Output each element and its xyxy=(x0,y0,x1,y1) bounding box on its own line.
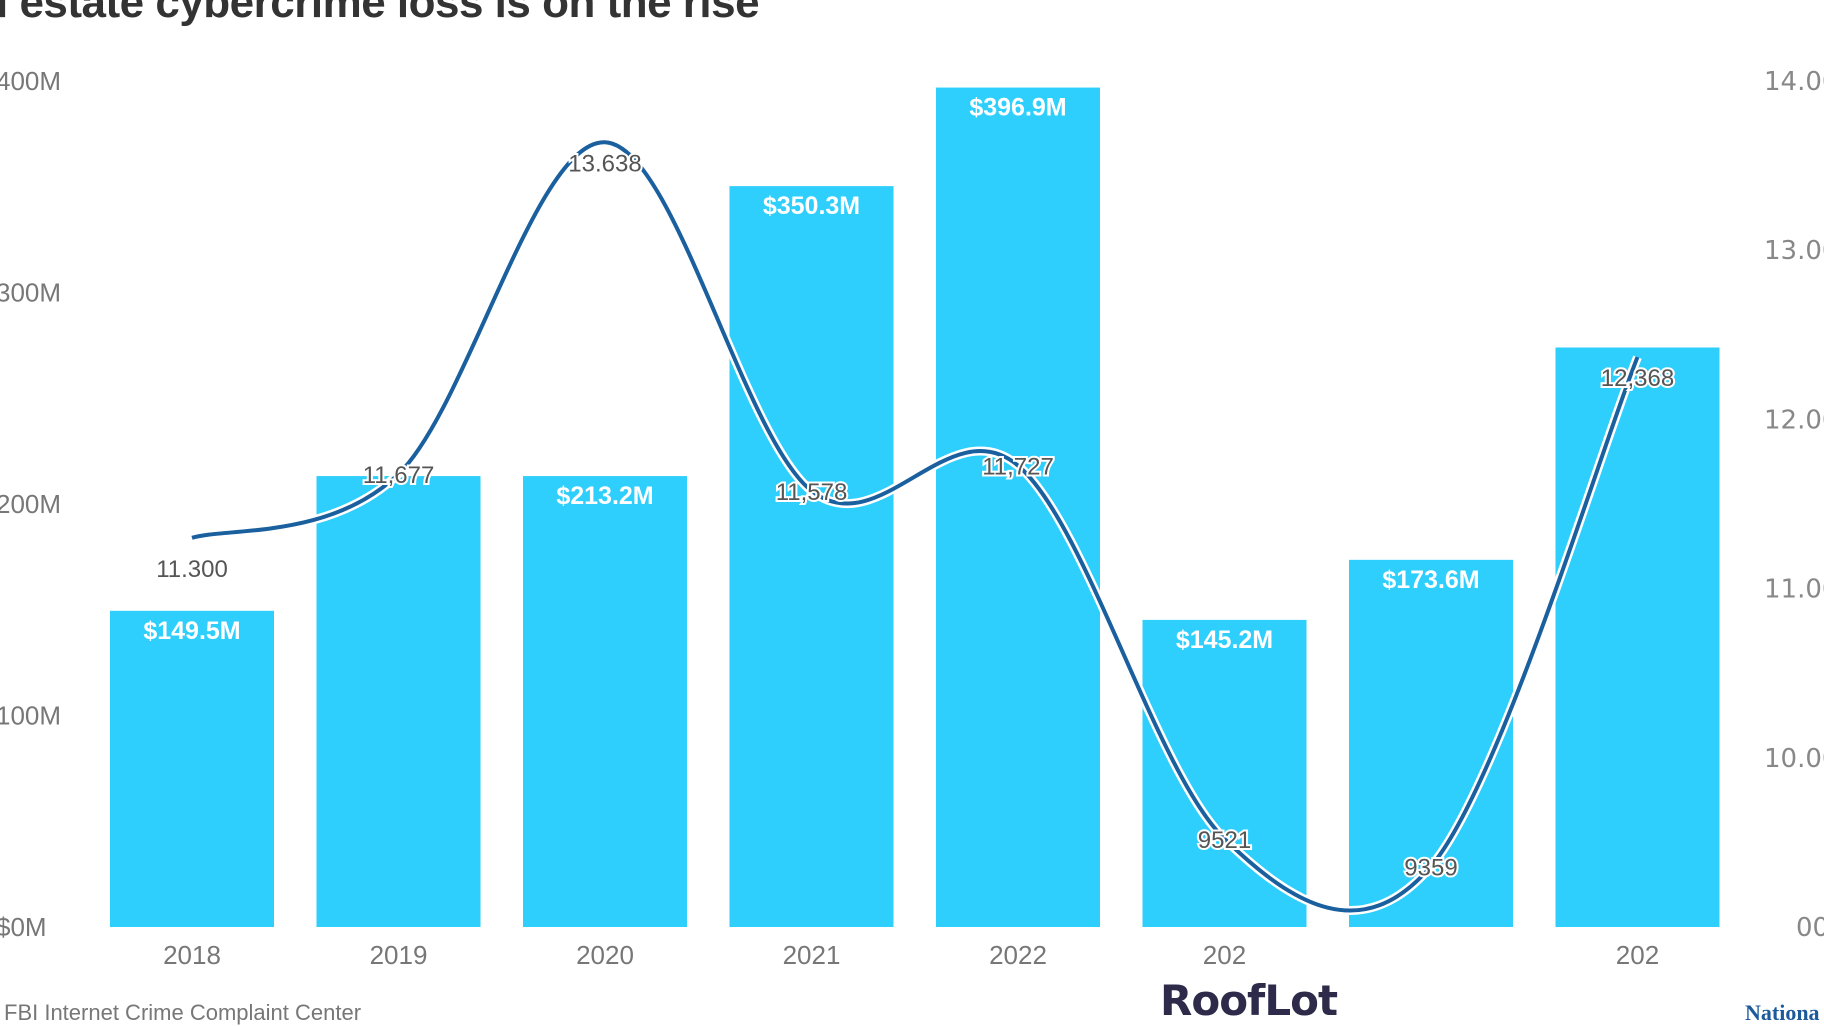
line-data-label: 12,368 xyxy=(1601,365,1674,392)
line-series xyxy=(191,140,1640,913)
line-data-label: 11,727 xyxy=(982,454,1054,481)
rooflot-watermark-logo: RoofLot xyxy=(1160,976,1338,1025)
x-axis-tick: 2020 xyxy=(576,940,634,970)
bar xyxy=(110,610,274,927)
right-axis-tick: 00 xyxy=(1796,913,1824,943)
source-note: FBI Internet Crime Complaint Center xyxy=(4,1000,362,1025)
right-axis-tick: 10.00 xyxy=(1764,744,1824,774)
x-axis-tick: 202 xyxy=(1203,940,1246,970)
x-axis-tick: 2018 xyxy=(163,940,221,970)
bar-data-label: $145.2M xyxy=(1176,626,1273,654)
line-data-label: 11,578 xyxy=(776,479,848,506)
bar xyxy=(316,476,481,927)
x-axis-tick: 2019 xyxy=(370,940,428,970)
bar xyxy=(729,186,894,928)
bar-data-label: $213.2M xyxy=(556,482,653,510)
left-axis-tick: 200M xyxy=(0,489,61,519)
right-axis-tick: 13.00 xyxy=(1764,236,1824,266)
bar-data-label: $149.5M xyxy=(143,617,240,645)
bar-data-label: $173.6M xyxy=(1382,566,1479,594)
x-axis-tick: 202 xyxy=(1616,940,1659,970)
bar xyxy=(1555,347,1720,927)
bar xyxy=(936,87,1100,927)
line-data-label: 11,677 xyxy=(363,462,435,489)
line-data-label: 9521 xyxy=(1198,827,1251,854)
right-axis-tick: 12.00 xyxy=(1764,405,1824,435)
bar xyxy=(523,476,687,927)
x-axis-tick: 2022 xyxy=(989,940,1047,970)
left-axis-tick: 300M xyxy=(0,278,61,308)
publisher-logo: Nationa xyxy=(1745,1000,1820,1025)
right-axis-tick: 14.00 xyxy=(1764,67,1824,97)
line-data-label: 11.300 xyxy=(156,556,228,583)
right-axis-tick: 11.00 xyxy=(1764,575,1824,605)
left-axis-tick: 400M xyxy=(0,66,61,96)
bar-data-label: $350.3M xyxy=(763,192,860,220)
line-data-label: 9359 xyxy=(1404,854,1457,881)
bar-data-label: $396.9M xyxy=(969,94,1066,122)
x-axis-tick: 2021 xyxy=(783,940,841,970)
left-axis-tick: 100M xyxy=(0,701,61,731)
line-data-label: 13.638 xyxy=(568,150,641,177)
left-axis-tick: $0M xyxy=(0,912,47,942)
chart-title: l estate cybercrime loss is on the rise xyxy=(0,0,760,27)
bar xyxy=(1142,619,1307,927)
